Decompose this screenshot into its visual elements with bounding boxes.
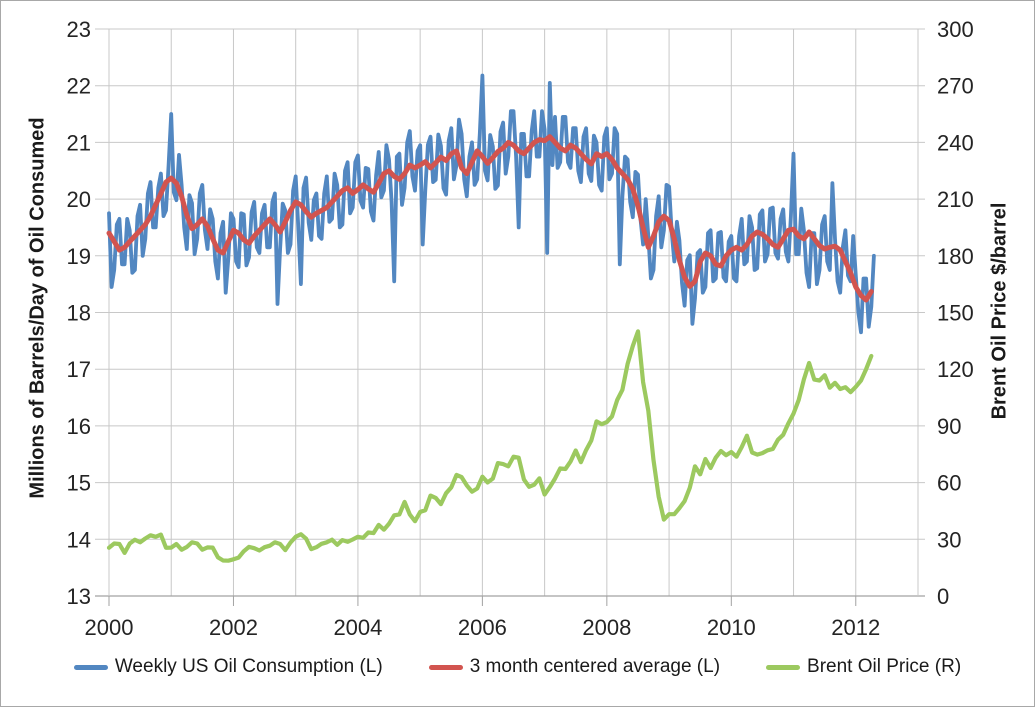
right-axis-tick-label: 240 bbox=[937, 130, 974, 155]
left-axis-tick-label: 19 bbox=[67, 244, 91, 269]
right-axis-title: Brent Oil Price $/barrel bbox=[988, 202, 1011, 420]
left-axis-tick-label: 13 bbox=[67, 584, 91, 609]
left-axis-tick-label: 23 bbox=[67, 17, 91, 42]
right-axis-tick-label: 90 bbox=[937, 414, 961, 439]
series-line-weekly-consumption bbox=[107, 73, 876, 335]
left-axis-title: Millions of Barrels/Day of Oil Consumed bbox=[26, 117, 49, 499]
x-axis-tick-label: 2008 bbox=[582, 615, 631, 640]
series-line-centered-average bbox=[106, 134, 874, 303]
x-axis-tick-label: 2006 bbox=[458, 615, 507, 640]
left-axis-tick-label: 14 bbox=[67, 527, 91, 552]
left-axis-tick-label: 18 bbox=[67, 301, 91, 326]
right-axis-tick-label: 210 bbox=[937, 187, 974, 212]
centered-average-line-marker-icon bbox=[428, 664, 463, 670]
left-axis-tick-label: 22 bbox=[67, 74, 91, 99]
legend: Weekly US Oil Consumption (L) 3 month ce… bbox=[1, 650, 1034, 684]
left-axis-tick-label: 15 bbox=[67, 471, 91, 496]
x-axis-tick-label: 2004 bbox=[333, 615, 382, 640]
legend-item-brent-price: Brent Oil Price (R) bbox=[766, 656, 961, 678]
x-axis-tick-label: 2002 bbox=[209, 615, 258, 640]
right-axis-tick-label: 270 bbox=[937, 74, 974, 99]
left-axis-tick-label: 16 bbox=[67, 414, 91, 439]
left-axis-tick-label: 20 bbox=[67, 187, 91, 212]
x-axis-tick-label: 2000 bbox=[85, 615, 134, 640]
legend-item-centered-average: 3 month centered average (L) bbox=[428, 656, 721, 678]
right-axis-tick-label: 60 bbox=[937, 471, 961, 496]
left-axis-tick-label: 21 bbox=[67, 130, 91, 155]
series-line-brent-price bbox=[106, 329, 874, 563]
legend-label: 3 month centered average (L) bbox=[469, 656, 721, 677]
legend-label: Brent Oil Price (R) bbox=[807, 656, 962, 677]
brent-price-line-marker-icon bbox=[766, 664, 801, 670]
right-axis-tick-label: 150 bbox=[937, 301, 974, 326]
right-axis-tick-label: 30 bbox=[937, 527, 961, 552]
left-axis-tick-label: 17 bbox=[67, 357, 91, 382]
weekly-consumption-line-marker-icon bbox=[73, 664, 108, 670]
legend-item-weekly-consumption: Weekly US Oil Consumption (L) bbox=[73, 656, 383, 678]
right-axis-tick-label: 180 bbox=[937, 244, 974, 269]
legend-label: Weekly US Oil Consumption (L) bbox=[114, 656, 383, 677]
x-axis-tick-label: 2012 bbox=[831, 615, 880, 640]
x-axis-tick-label: 2010 bbox=[707, 615, 756, 640]
right-axis-tick-label: 0 bbox=[937, 584, 949, 609]
right-axis-tick-label: 300 bbox=[937, 17, 974, 42]
right-axis-tick-label: 120 bbox=[937, 357, 974, 382]
